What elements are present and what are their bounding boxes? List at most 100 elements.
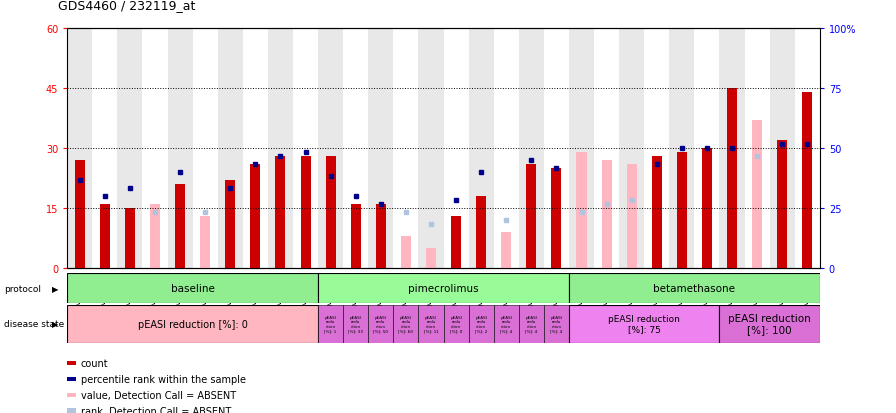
Text: pEASI
redu
ction
[%]: 0: pEASI redu ction [%]: 0 — [450, 315, 462, 332]
Bar — [293, 29, 318, 268]
Bar — [401, 237, 411, 268]
Bar — [168, 29, 193, 268]
Text: pEASI reduction
[%]: 75: pEASI reduction [%]: 75 — [608, 314, 680, 333]
Bar — [150, 204, 160, 268]
Bar — [200, 216, 211, 268]
Bar — [519, 305, 544, 343]
Bar — [343, 29, 368, 268]
Bar — [125, 209, 135, 268]
Text: pEASI
redu
ction
[%]: 1: pEASI redu ction [%]: 1 — [324, 315, 337, 332]
Text: pEASI
redu
ction
[%]: 33: pEASI redu ction [%]: 33 — [349, 315, 363, 332]
Text: ▶: ▶ — [52, 319, 58, 328]
Bar — [594, 29, 619, 268]
Bar — [770, 29, 795, 268]
Text: count: count — [81, 358, 108, 368]
Text: value, Detection Call = ABSENT: value, Detection Call = ABSENT — [81, 390, 236, 400]
Bar — [526, 165, 537, 268]
Bar — [694, 29, 719, 268]
Text: GDS4460 / 232119_at: GDS4460 / 232119_at — [58, 0, 195, 12]
Bar — [393, 29, 418, 268]
Bar — [569, 29, 594, 268]
Bar — [569, 305, 719, 343]
Text: pEASI
redu
ction
[%]: 4: pEASI redu ction [%]: 4 — [500, 315, 513, 332]
Bar — [67, 274, 318, 304]
Bar — [325, 157, 336, 268]
Bar — [318, 305, 343, 343]
Bar — [175, 185, 185, 268]
Bar — [74, 161, 85, 268]
Bar — [569, 274, 820, 304]
Bar — [719, 305, 820, 343]
Bar — [343, 305, 368, 343]
Text: disease state: disease state — [4, 319, 65, 328]
Bar — [752, 121, 762, 268]
Bar — [494, 29, 519, 268]
Bar — [519, 29, 544, 268]
Bar — [644, 29, 669, 268]
Text: pEASI
redu
ction
[%]: 2: pEASI redu ction [%]: 2 — [475, 315, 487, 332]
Bar — [67, 29, 92, 268]
Bar — [469, 305, 494, 343]
Bar — [745, 29, 770, 268]
Text: pEASI
redu
ction
[%]: 4: pEASI redu ction [%]: 4 — [525, 315, 538, 332]
Bar — [802, 93, 813, 268]
Text: pEASI reduction [%]: 0: pEASI reduction [%]: 0 — [138, 319, 247, 329]
Text: protocol: protocol — [4, 284, 41, 293]
Bar — [250, 165, 261, 268]
Bar — [777, 141, 788, 268]
Bar — [318, 274, 569, 304]
Bar — [300, 157, 311, 268]
Bar — [67, 305, 318, 343]
Bar — [651, 157, 662, 268]
Bar — [193, 29, 218, 268]
Bar — [469, 29, 494, 268]
Bar — [350, 204, 361, 268]
Bar — [476, 197, 487, 268]
Bar — [444, 305, 469, 343]
Bar — [142, 29, 168, 268]
Bar — [619, 29, 644, 268]
Text: pEASI
redu
ction
[%]: 50: pEASI redu ction [%]: 50 — [374, 315, 388, 332]
Bar — [218, 29, 243, 268]
Bar — [444, 29, 469, 268]
Text: baseline: baseline — [171, 284, 214, 294]
Bar — [702, 149, 712, 268]
Bar — [426, 249, 436, 268]
Bar — [676, 153, 687, 268]
Text: rank, Detection Call = ABSENT: rank, Detection Call = ABSENT — [81, 406, 231, 413]
Bar — [601, 161, 612, 268]
Bar — [551, 169, 562, 268]
Bar — [544, 305, 569, 343]
Bar — [418, 29, 444, 268]
Bar — [99, 204, 110, 268]
Bar — [393, 305, 418, 343]
Text: ▶: ▶ — [52, 284, 58, 293]
Bar — [669, 29, 694, 268]
Bar — [117, 29, 142, 268]
Bar — [368, 305, 393, 343]
Bar — [275, 157, 286, 268]
Bar — [544, 29, 569, 268]
Bar — [243, 29, 268, 268]
Bar — [92, 29, 117, 268]
Bar — [576, 153, 587, 268]
Bar — [795, 29, 820, 268]
Text: pimecrolimus: pimecrolimus — [409, 284, 478, 294]
Text: pEASI
redu
ction
[%]: 4: pEASI redu ction [%]: 4 — [550, 315, 563, 332]
Text: pEASI
redu
ction
[%]: 60: pEASI redu ction [%]: 60 — [399, 315, 413, 332]
Bar — [368, 29, 393, 268]
Bar — [318, 29, 343, 268]
Text: betamethasone: betamethasone — [653, 284, 736, 294]
Bar — [418, 305, 444, 343]
Bar — [727, 89, 737, 268]
Bar — [501, 233, 512, 268]
Bar — [719, 29, 745, 268]
Bar — [451, 216, 461, 268]
Bar — [268, 29, 293, 268]
Text: pEASI reduction
[%]: 100: pEASI reduction [%]: 100 — [728, 313, 811, 335]
Text: pEASI
redu
ction
[%]: 11: pEASI redu ction [%]: 11 — [424, 315, 438, 332]
Text: percentile rank within the sample: percentile rank within the sample — [81, 374, 246, 384]
Bar — [494, 305, 519, 343]
Bar — [225, 180, 236, 268]
Bar — [626, 165, 637, 268]
